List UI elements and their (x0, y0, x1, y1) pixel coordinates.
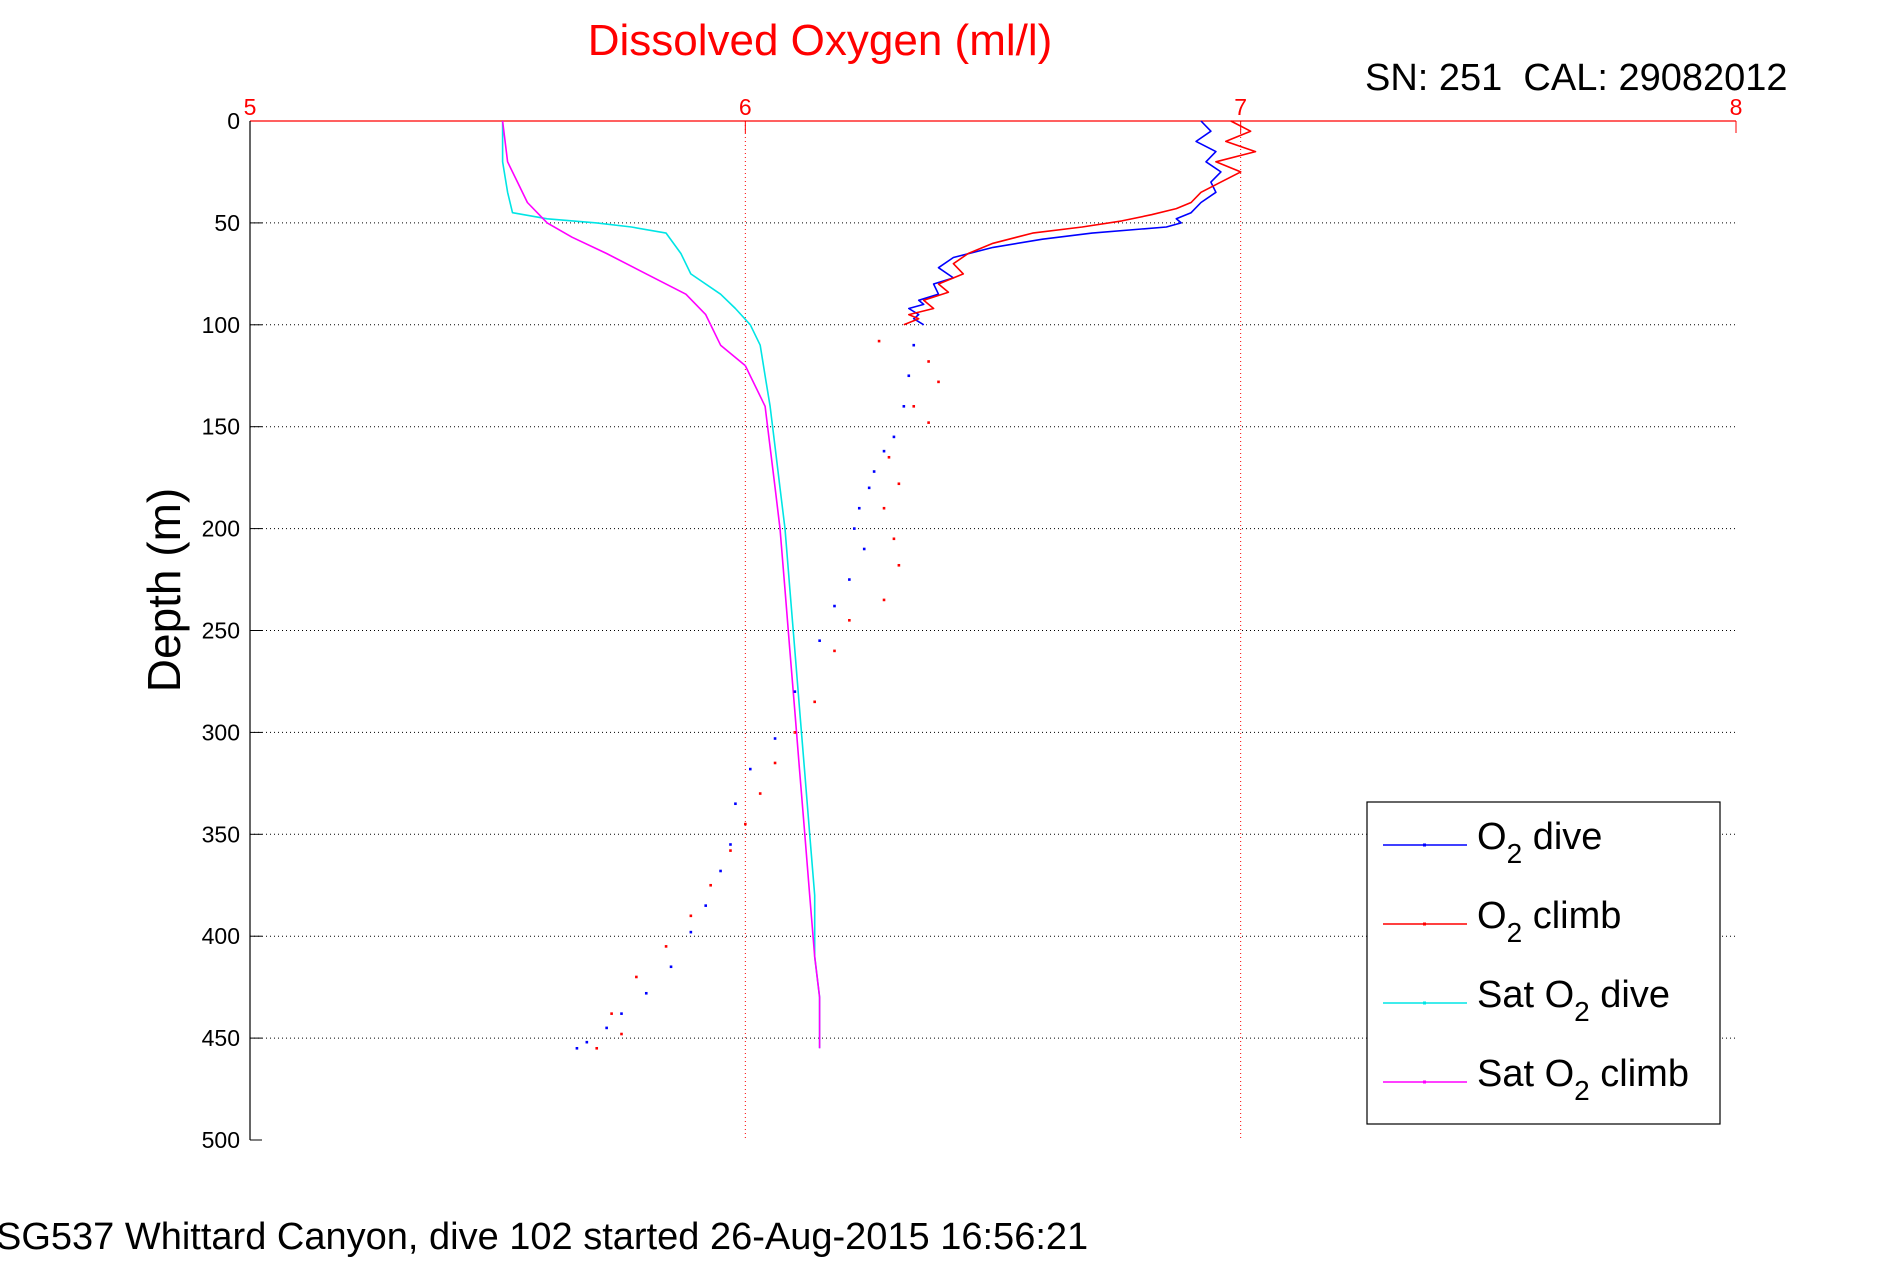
point-o2-climb (664, 945, 668, 948)
legend-swatch-marker (1423, 1080, 1426, 1084)
y-tick-label: 50 (214, 210, 240, 236)
point-o2-dive (585, 1040, 589, 1044)
point-o2-climb (877, 339, 881, 343)
x-tick-label: 5 (244, 94, 257, 120)
legend-swatch-marker (1423, 1001, 1426, 1005)
point-o2-climb (897, 563, 901, 567)
point-o2-climb (635, 975, 638, 979)
series-line-sat-o2-dive (501, 121, 821, 1049)
point-o2-dive (773, 737, 777, 740)
point-o2-dive (620, 1012, 623, 1015)
y-tick-label: 300 (202, 719, 240, 745)
point-o2-climb (912, 405, 916, 408)
x-tick-label: 8 (1730, 94, 1743, 120)
point-o2-climb (833, 649, 836, 653)
point-o2-climb (887, 455, 891, 459)
plot-area: 0 50 100 150 200 250 300 350 400 450 500 5 6 7 8 (202, 94, 1743, 1153)
point-o2-climb (610, 1012, 613, 1015)
point-o2-climb (927, 360, 930, 363)
point-o2-climb (744, 822, 747, 826)
point-o2-dive (882, 449, 886, 453)
point-o2-dive (892, 435, 896, 439)
point-o2-climb (882, 598, 886, 602)
x-tick-label: 7 (1234, 94, 1247, 120)
point-o2-dive (729, 843, 732, 846)
series-line-o2-climb (903, 120, 1257, 326)
legend-label: Sat O2 climb (1477, 1053, 1689, 1106)
legend-swatch-marker (1423, 922, 1426, 926)
point-o2-dive (644, 991, 648, 995)
point-o2-climb (793, 731, 797, 734)
point-o2-dive (867, 486, 871, 490)
legend: O2 dive O2 climb Sat O2 dive Sat O2 climb (1366, 801, 1721, 1125)
point-o2-dive (853, 527, 856, 530)
series-line-o2-dive (907, 120, 1222, 326)
point-o2-dive (818, 639, 821, 642)
y-tick-label: 200 (202, 516, 240, 542)
x-tick-label: 6 (739, 94, 752, 120)
point-o2-climb (892, 537, 896, 541)
dive-info-footer: SG537 Whittard Canyon, dive 102 started … (0, 1216, 1088, 1258)
point-o2-climb (729, 849, 732, 852)
chart-title: Dissolved Oxygen (ml/l) (588, 16, 1053, 65)
point-o2-climb (689, 914, 693, 918)
point-o2-climb (848, 619, 851, 622)
point-o2-climb (758, 792, 762, 795)
point-o2-dive (907, 374, 911, 378)
point-o2-climb (927, 421, 930, 424)
y-tick-label: 150 (202, 414, 240, 440)
point-o2-dive (575, 1046, 579, 1050)
point-o2-dive (857, 506, 861, 510)
point-o2-dive (734, 802, 737, 806)
point-o2-climb (897, 482, 901, 486)
y-axis-label: Depth (m) (138, 488, 190, 692)
point-o2-climb (813, 700, 816, 704)
point-o2-climb (595, 1046, 599, 1050)
point-o2-dive (872, 470, 876, 473)
y-tick-label: 250 (202, 618, 240, 644)
point-o2-climb (773, 761, 777, 765)
point-o2-climb (620, 1032, 623, 1036)
point-o2-climb (882, 506, 886, 510)
y-tick-label: 450 (202, 1025, 240, 1051)
y-tick-label: 350 (202, 821, 240, 847)
point-o2-climb (709, 883, 712, 887)
point-o2-dive (748, 767, 752, 771)
point-o2-dive (862, 547, 866, 551)
point-o2-climb (937, 380, 940, 384)
y-tick-label: 400 (202, 923, 240, 949)
point-o2-dive (689, 930, 693, 934)
legend-label: O2 climb (1477, 895, 1621, 948)
y-tick-label: 100 (202, 312, 240, 338)
legend-swatch-marker (1423, 843, 1426, 847)
point-o2-dive (719, 869, 722, 873)
chart-subtitle: SN: 251 CAL: 29082012 (1365, 57, 1788, 99)
point-o2-dive (912, 343, 916, 347)
y-tick-label: 0 (227, 108, 240, 134)
point-o2-dive (605, 1026, 608, 1030)
legend-label: O2 dive (1477, 816, 1602, 869)
y-tick-label: 500 (202, 1127, 240, 1153)
legend-label: Sat O2 dive (1477, 974, 1670, 1027)
point-o2-dive (902, 405, 906, 408)
point-o2-dive (669, 965, 673, 969)
point-o2-dive (848, 578, 851, 581)
point-o2-dive (704, 904, 708, 907)
point-o2-dive (833, 604, 836, 608)
point-o2-dive (793, 690, 797, 693)
series-line-sat-o2-climb (501, 120, 821, 1049)
legend-box (1366, 801, 1721, 1125)
